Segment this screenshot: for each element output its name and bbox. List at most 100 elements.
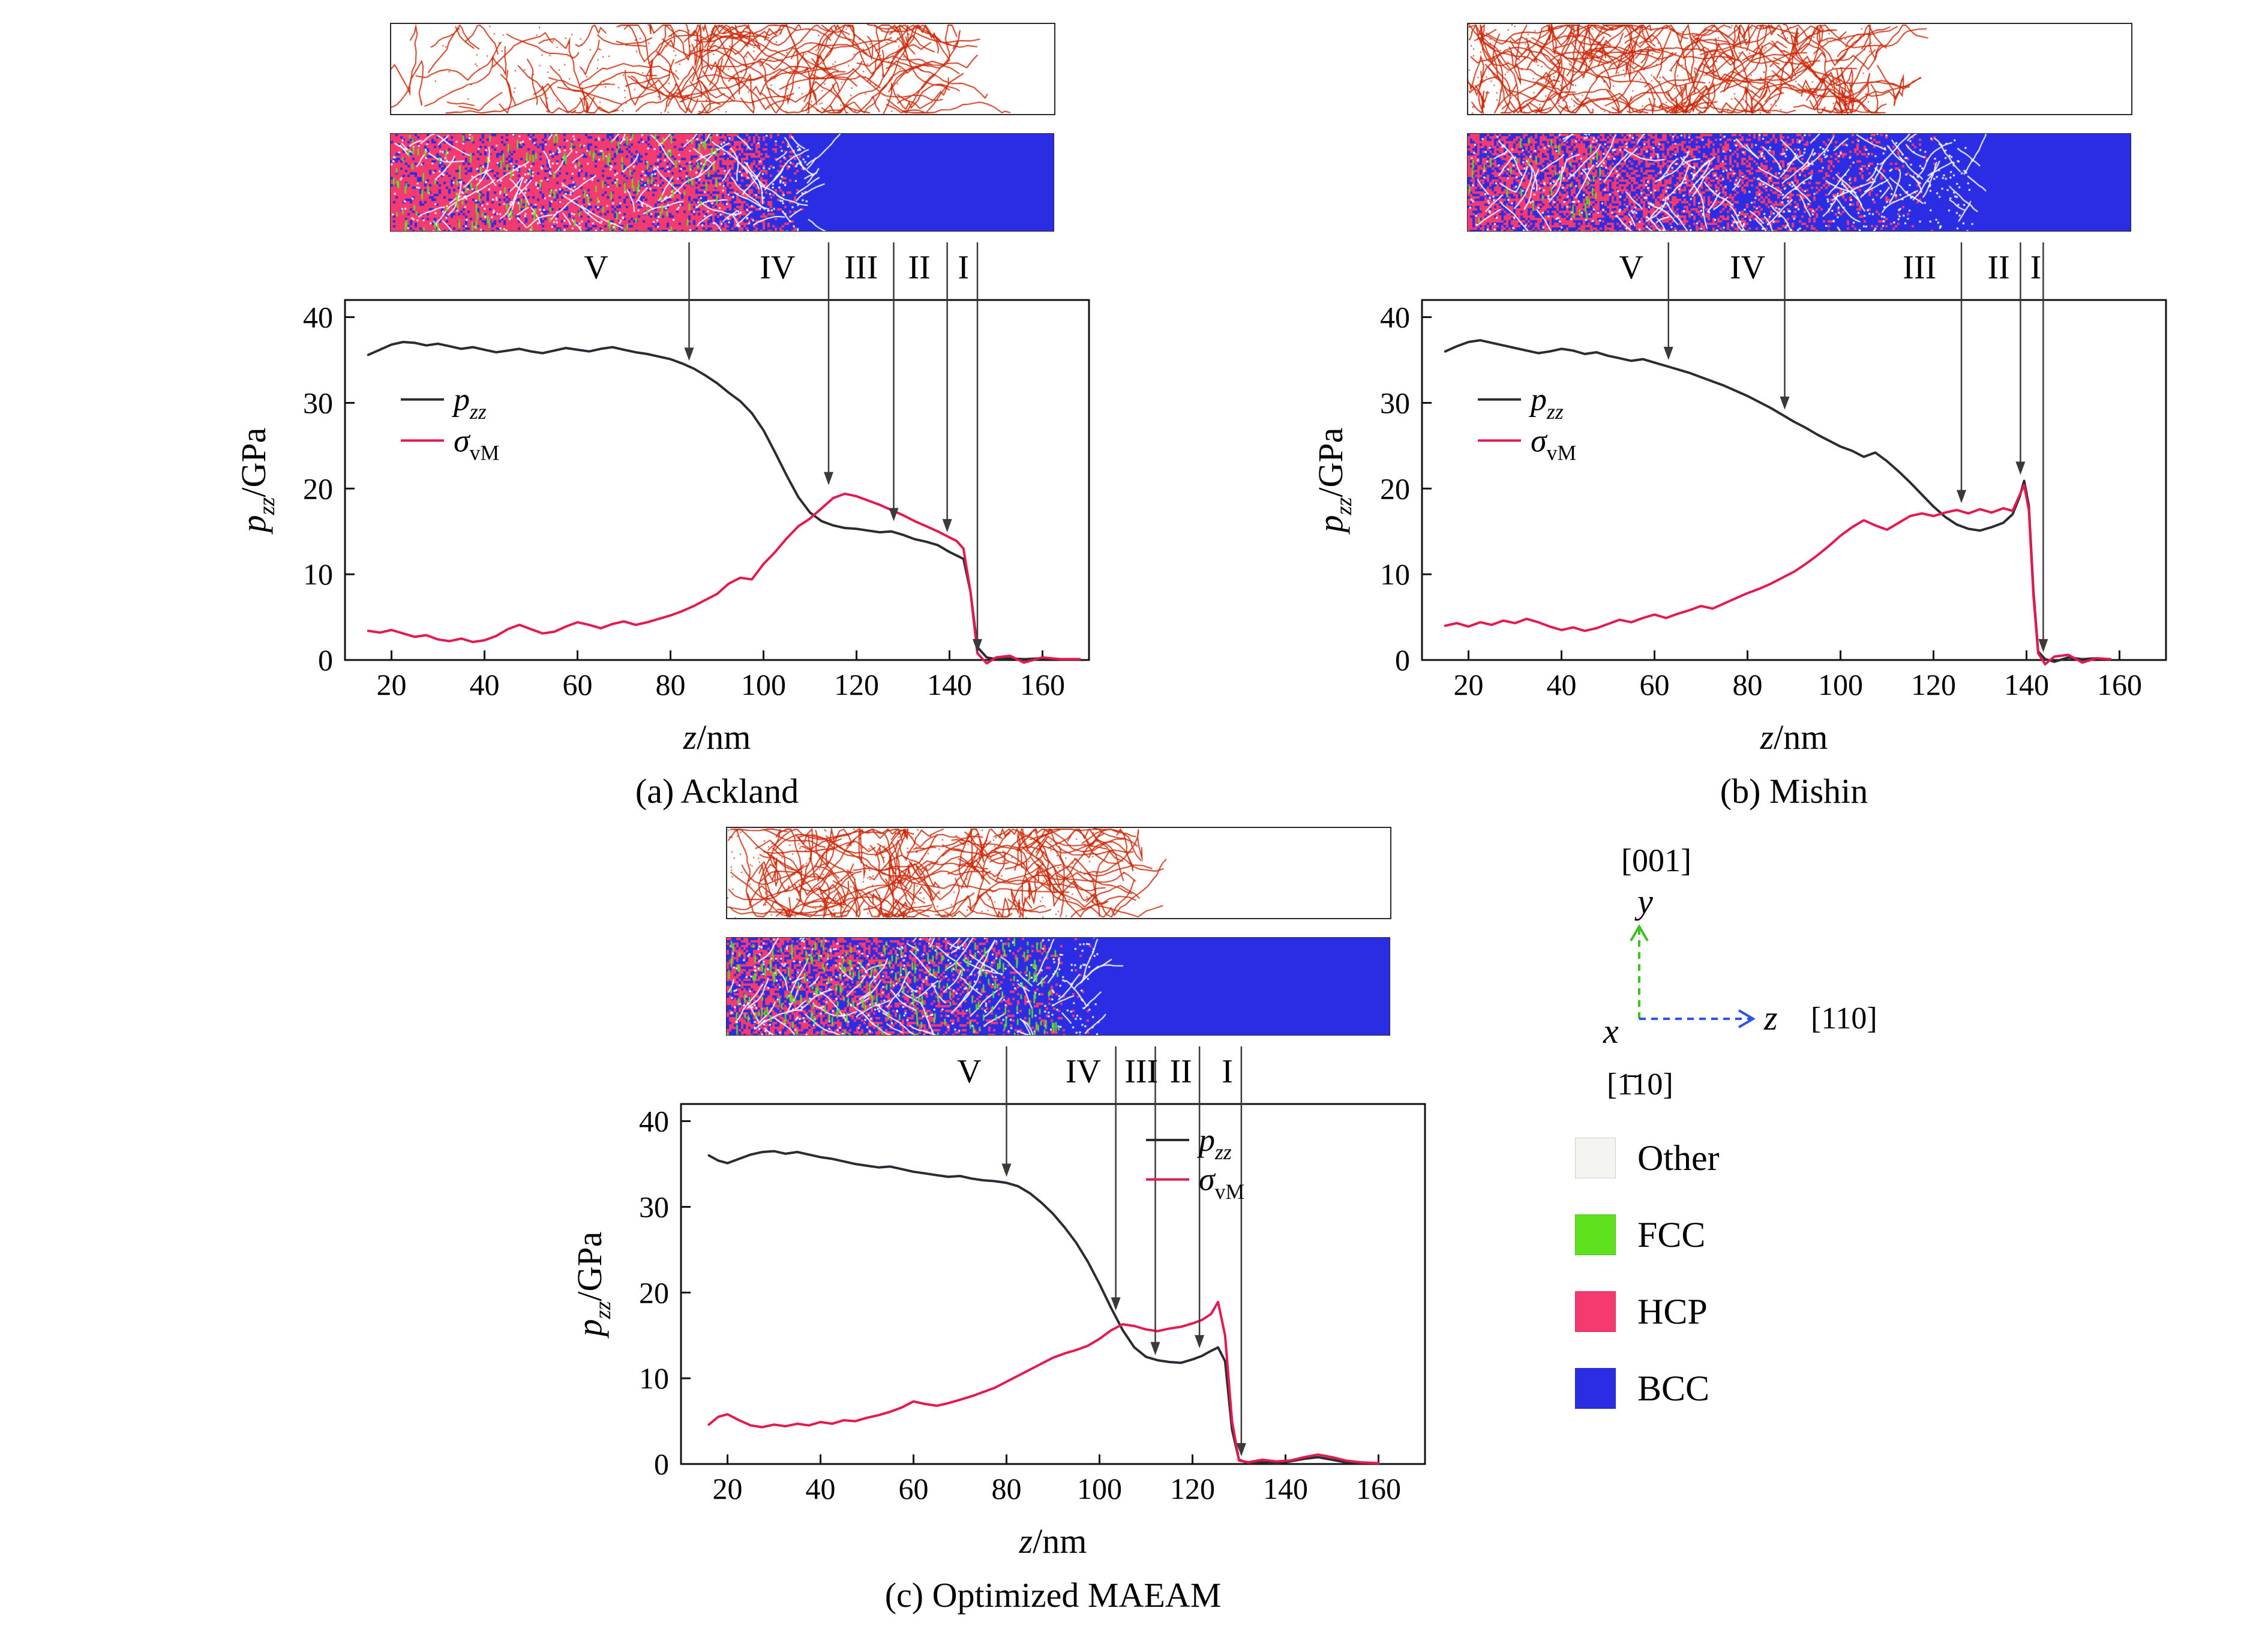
axis-x-label: x <box>1603 1012 1619 1051</box>
svg-text:40: 40 <box>1547 668 1577 701</box>
fcc-label: FCC <box>1637 1214 1706 1255</box>
dislocation-snapshot-b <box>1467 23 2132 115</box>
svg-text:0: 0 <box>1395 643 1410 677</box>
svg-text:III: III <box>1124 1053 1158 1090</box>
axis-direction-110-label: [110] <box>1811 1001 1877 1036</box>
svg-text:40: 40 <box>806 1472 836 1505</box>
svg-text:40: 40 <box>1380 301 1410 334</box>
svg-text:0: 0 <box>318 643 333 677</box>
svg-text:10: 10 <box>1380 557 1410 591</box>
svg-text:30: 30 <box>639 1190 669 1223</box>
svg-text:20: 20 <box>377 668 407 701</box>
svg-text:120: 120 <box>1170 1472 1215 1505</box>
svg-text:IV: IV <box>1066 1053 1101 1090</box>
svg-text:120: 120 <box>1911 668 1956 701</box>
svg-text:pzz/GPa: pzz/GPa <box>570 1232 616 1339</box>
svg-text:20: 20 <box>1454 668 1484 701</box>
svg-text:20: 20 <box>1380 472 1410 505</box>
svg-text:160: 160 <box>2097 668 2142 701</box>
svg-text:IV: IV <box>760 249 795 286</box>
svg-text:II: II <box>908 249 930 286</box>
svg-text:pzz/GPa: pzz/GPa <box>1311 428 1357 535</box>
dislocation-snapshot-c <box>726 827 1391 919</box>
svg-text:σvM: σvM <box>1531 422 1576 464</box>
svg-text:80: 80 <box>656 668 686 701</box>
other-label: Other <box>1637 1138 1720 1178</box>
caption-a: (a) Ackland <box>635 772 799 811</box>
svg-text:pzz: pzz <box>1196 1122 1232 1164</box>
hcp-swatch <box>1575 1291 1616 1332</box>
svg-text:z/nm: z/nm <box>1760 718 1828 757</box>
structure-snapshot-b <box>1467 133 2131 232</box>
svg-text:80: 80 <box>1733 668 1763 701</box>
svg-text:III: III <box>844 249 878 286</box>
svg-text:40: 40 <box>303 301 333 334</box>
svg-text:20: 20 <box>639 1276 669 1309</box>
svg-text:160: 160 <box>1356 1472 1401 1505</box>
bcc-swatch <box>1575 1368 1616 1409</box>
bcc-label: BCC <box>1637 1368 1710 1408</box>
svg-text:20: 20 <box>303 472 333 505</box>
svg-text:60: 60 <box>563 668 593 701</box>
svg-text:III: III <box>1903 249 1936 286</box>
hcp-label: HCP <box>1637 1291 1708 1331</box>
legend-row-other: Other <box>1575 1137 1720 1179</box>
svg-text:V: V <box>1619 249 1643 286</box>
axis-y-label: y <box>1634 882 1653 921</box>
svg-text:I: I <box>1222 1053 1233 1090</box>
svg-text:pzz: pzz <box>1528 382 1564 424</box>
svg-text:II: II <box>1169 1053 1192 1090</box>
other-swatch <box>1575 1138 1616 1178</box>
svg-text:30: 30 <box>1380 386 1410 419</box>
caption-b: (b) Mishin <box>1720 772 1868 811</box>
svg-text:10: 10 <box>303 557 333 591</box>
svg-text:σvM: σvM <box>454 422 499 464</box>
svg-text:100: 100 <box>741 668 786 701</box>
svg-text:z/nm: z/nm <box>683 718 751 757</box>
svg-text:100: 100 <box>1818 668 1863 701</box>
axis-direction-001-label: [001] <box>1621 842 1691 878</box>
svg-text:80: 80 <box>992 1472 1022 1505</box>
svg-text:60: 60 <box>1640 668 1670 701</box>
svg-text:0: 0 <box>654 1447 669 1481</box>
caption-c: (c) Optimized MAEAM <box>884 1576 1222 1615</box>
svg-text:40: 40 <box>470 668 500 701</box>
svg-text:V: V <box>584 249 608 286</box>
svg-text:140: 140 <box>1263 1472 1308 1505</box>
svg-text:140: 140 <box>927 668 972 701</box>
z-axis-arrowhead <box>1738 1009 1756 1028</box>
structure-snapshot-c <box>726 937 1390 1036</box>
svg-text:V: V <box>957 1053 981 1090</box>
svg-text:160: 160 <box>1020 668 1065 701</box>
svg-text:IV: IV <box>1730 249 1765 286</box>
structure-legend: Other FCC HCP BCC <box>1575 1137 1720 1444</box>
svg-text:pzz/GPa: pzz/GPa <box>234 428 280 535</box>
svg-text:140: 140 <box>2004 668 2049 701</box>
y-axis-arrowhead <box>1630 924 1649 942</box>
svg-text:120: 120 <box>834 668 879 701</box>
svg-text:σvM: σvM <box>1199 1162 1244 1204</box>
svg-text:pzz: pzz <box>451 382 487 424</box>
structure-snapshot-a <box>390 133 1054 232</box>
fcc-swatch <box>1575 1214 1616 1255</box>
svg-text:II: II <box>1987 249 2009 286</box>
svg-text:100: 100 <box>1077 1472 1122 1505</box>
dislocation-snapshot-a <box>390 23 1055 115</box>
svg-text:I: I <box>958 249 969 286</box>
axis-z-label: z <box>1763 998 1778 1037</box>
svg-text:10: 10 <box>639 1361 669 1395</box>
svg-text:z/nm: z/nm <box>1019 1522 1087 1561</box>
legend-row-bcc: BCC <box>1575 1367 1720 1409</box>
svg-text:20: 20 <box>713 1472 743 1505</box>
legend-row-fcc: FCC <box>1575 1214 1720 1256</box>
legend-row-hcp: HCP <box>1575 1291 1720 1333</box>
svg-text:40: 40 <box>639 1105 669 1138</box>
svg-text:60: 60 <box>899 1472 929 1505</box>
